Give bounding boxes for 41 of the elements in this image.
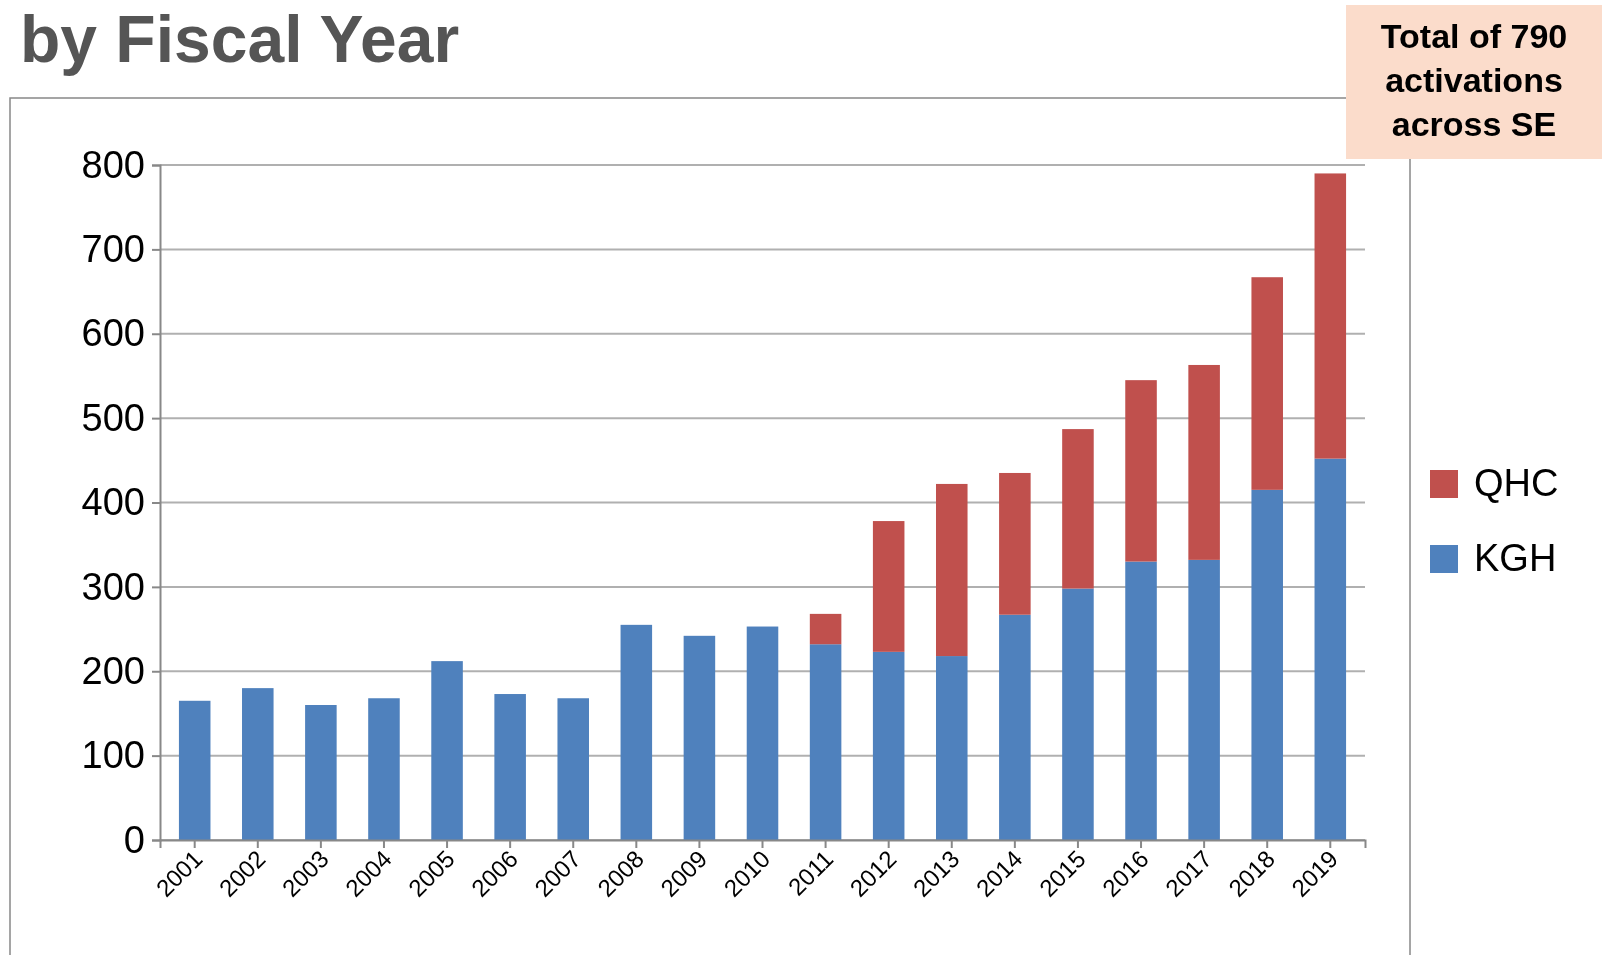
y-tick-label: 500	[81, 396, 145, 439]
bar	[936, 483, 968, 657]
bar	[1188, 364, 1220, 560]
chart-title: by Fiscal Year	[20, 2, 460, 76]
bar	[1314, 458, 1347, 840]
bar	[620, 624, 653, 840]
bar	[494, 694, 526, 840]
y-tick-label: 0	[123, 818, 145, 861]
bar	[368, 698, 400, 840]
bar	[305, 705, 337, 840]
y-tick-label: 700	[81, 228, 145, 271]
bar	[872, 651, 905, 840]
legend-label: QHC	[1474, 462, 1559, 504]
bar	[1314, 173, 1347, 459]
bar	[557, 698, 590, 840]
bar	[1062, 588, 1094, 840]
bar	[872, 521, 905, 652]
bar	[1251, 489, 1283, 840]
y-tick-label: 300	[81, 565, 145, 608]
y-tick-label: 100	[81, 734, 145, 777]
bar	[683, 635, 716, 840]
bar	[1125, 561, 1157, 840]
bar	[1188, 559, 1220, 840]
y-tick-label: 200	[81, 649, 145, 692]
bar	[1251, 277, 1283, 490]
bar	[746, 626, 779, 840]
bar	[999, 472, 1031, 615]
bar	[1125, 380, 1157, 562]
bar	[999, 614, 1031, 840]
bar	[809, 644, 842, 840]
bar	[431, 661, 463, 840]
bar	[936, 656, 968, 840]
bar	[809, 613, 842, 645]
bar	[242, 688, 274, 840]
y-tick-label: 800	[81, 143, 145, 186]
text: Total of 790 activations across SE	[1380, 17, 1568, 143]
bar	[178, 700, 211, 840]
legend-label: KGH	[1474, 537, 1557, 579]
bar	[1062, 429, 1094, 589]
y-tick-label: 400	[81, 481, 145, 524]
y-tick-label: 600	[81, 312, 145, 355]
